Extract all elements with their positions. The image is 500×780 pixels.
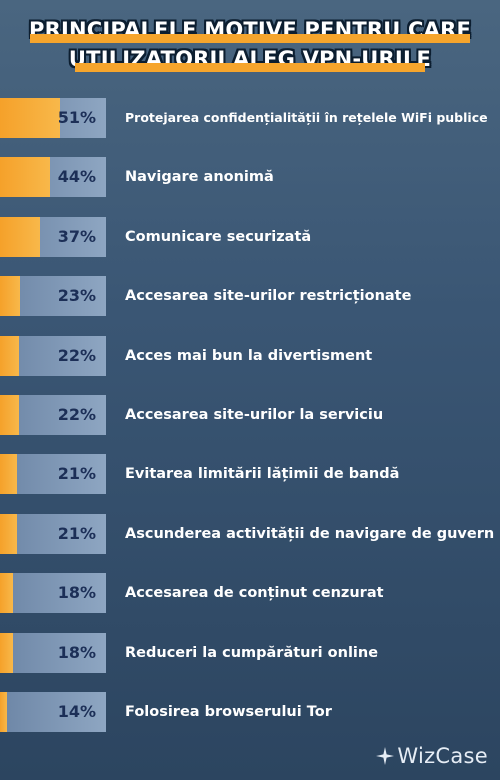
category-label: Accesarea site-urilor la serviciu (125, 407, 384, 423)
bar-track (0, 692, 106, 732)
bar-track (0, 573, 106, 614)
bar (0, 335, 19, 376)
data-label: 21% (57, 464, 96, 484)
bar-row: 21% Ascunderea activității de navigare de… (0, 513, 500, 554)
bar-row: 23% Accesarea site-urilor restricționate (0, 276, 500, 317)
bar (0, 157, 51, 198)
bar (0, 573, 14, 614)
bar (0, 454, 18, 495)
brand-name: WizCase (397, 744, 488, 768)
bar-row: 18% Accesarea de conținut cenzurat (0, 573, 500, 614)
category-label: Folosirea browserului Tor (125, 704, 332, 720)
bar-row: 51% Protejarea confidențialității în rețe… (0, 98, 500, 138)
sparkle-icon (376, 747, 395, 765)
bar-track (0, 454, 106, 495)
data-label: 51% (57, 108, 96, 127)
category-label: Accesarea de conținut cenzurat (125, 585, 384, 602)
data-label: 22% (57, 345, 96, 365)
bar-row: 22% Accesarea site-urilor la serviciu (0, 395, 500, 435)
bar-row: 21% Evitarea limitării lățimii de bandă (0, 454, 500, 495)
category-label: Comunicare securizată (125, 228, 312, 245)
data-label: 37% (57, 226, 96, 246)
category-label: Navigare anonimă (125, 169, 274, 186)
bar (0, 692, 8, 732)
category-label: Protejarea confidențialității în rețelel… (125, 110, 488, 125)
title-highlight-1 (30, 34, 470, 43)
data-label: 14% (57, 702, 96, 721)
category-label: Evitarea limitării lățimii de bandă (125, 466, 400, 483)
bar (0, 632, 14, 673)
data-label: 44% (57, 167, 96, 187)
category-label: Ascunderea activității de navigare de gu… (125, 525, 495, 542)
category-label: Accesarea site-urilor restricționate (125, 288, 412, 305)
bar (0, 395, 19, 435)
bar-row: 37% Comunicare securizată (0, 216, 500, 257)
bar-row: 22% Acces mai bun la divertisment (0, 335, 500, 376)
category-label: Reduceri la cumpărături online (125, 644, 379, 661)
bar-row: 14% Folosirea browserului Tor (0, 692, 500, 732)
bar-track (0, 632, 106, 673)
title-highlight-2 (75, 63, 425, 72)
bar-row: 44% Navigare anonimă (0, 157, 500, 198)
category-label: Acces mai bun la divertisment (125, 347, 373, 364)
data-label: 23% (57, 286, 96, 306)
bar (0, 216, 41, 257)
bar (0, 98, 61, 138)
bar (0, 276, 21, 317)
data-label: 22% (57, 405, 96, 424)
wizcase-logo: WizCase (376, 744, 488, 768)
data-label: 18% (57, 583, 96, 603)
data-label: 21% (57, 523, 96, 543)
bar-track (0, 513, 106, 554)
bar (0, 513, 18, 554)
bar-row: 18% Reduceri la cumpărături online (0, 632, 500, 673)
data-label: 18% (57, 642, 96, 662)
